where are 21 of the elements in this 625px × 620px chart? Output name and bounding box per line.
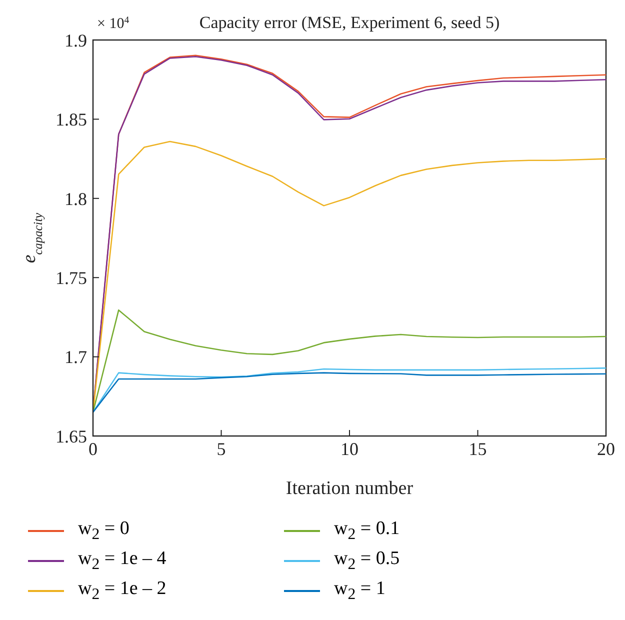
legend-label: w$_{2}$ = 0.1 bbox=[334, 518, 400, 544]
legend-label: w$_{2}$ = 1e – 4 bbox=[78, 548, 166, 574]
x-tick-label: 20 bbox=[597, 438, 615, 459]
line-series bbox=[93, 309, 606, 413]
text: × 10$^{4}$ bbox=[97, 14, 130, 32]
x-axis-title: Iteration number bbox=[286, 478, 414, 499]
y-tick-label: 1.65 bbox=[56, 426, 87, 446]
y-tick-label: 1.85 bbox=[56, 110, 87, 130]
legend-label: w$_{2}$ = 0.5 bbox=[334, 548, 400, 574]
x-tick-label: 0 bbox=[88, 438, 98, 459]
x-tick-label: 5 bbox=[216, 438, 226, 459]
chart-title: Capacity error (MSE, Experiment 6, seed 5) bbox=[199, 13, 500, 32]
legend-label: w$_{2}$ = 1e – 2 bbox=[78, 578, 166, 604]
x-tick-label: 15 bbox=[468, 438, 487, 459]
legend-label: w$_{2}$ = 1 bbox=[334, 578, 386, 604]
y-tick-label: 1.75 bbox=[56, 268, 87, 288]
y-tick-label: 1.7 bbox=[64, 347, 87, 368]
x-tick-label: 10 bbox=[340, 438, 358, 459]
y-tick-label: 1.9 bbox=[64, 30, 87, 50]
y-tick-label: 1.8 bbox=[64, 188, 87, 209]
legend-label: w$_{2}$ = 0 bbox=[78, 518, 130, 544]
